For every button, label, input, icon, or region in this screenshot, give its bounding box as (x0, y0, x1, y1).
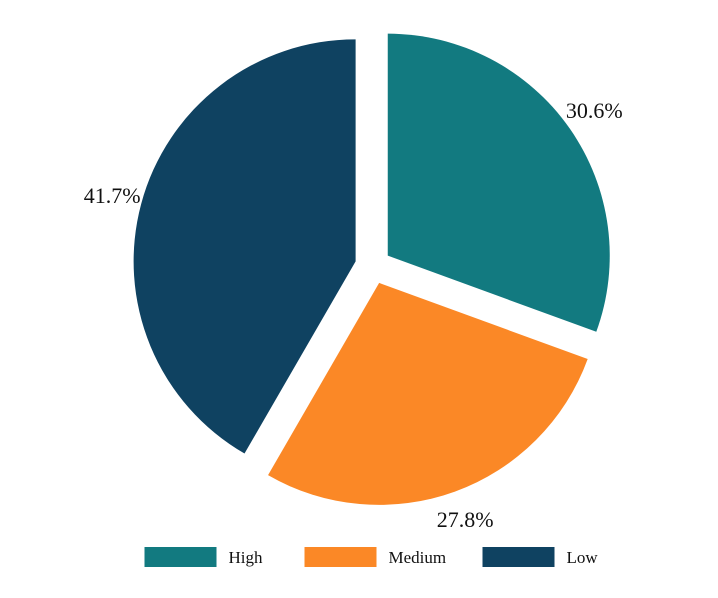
pie-slice-medium (268, 282, 588, 505)
legend-swatch-medium (304, 547, 377, 567)
pie-slices (133, 33, 610, 505)
pie-slice-high (387, 33, 610, 332)
legend-swatch-low (482, 547, 555, 567)
data-label-low: 41.7% (84, 183, 141, 208)
pie-slice-low (133, 39, 356, 454)
legend-label-low: Low (567, 548, 599, 567)
legend: High Medium Low (144, 547, 599, 567)
legend-swatch-high (144, 547, 217, 567)
pie-data-labels: 30.6% 27.8% 41.7% (84, 98, 623, 532)
data-label-high: 30.6% (566, 98, 623, 123)
legend-label-high: High (229, 548, 264, 567)
data-label-medium: 27.8% (437, 507, 494, 532)
legend-label-medium: Medium (389, 548, 447, 567)
